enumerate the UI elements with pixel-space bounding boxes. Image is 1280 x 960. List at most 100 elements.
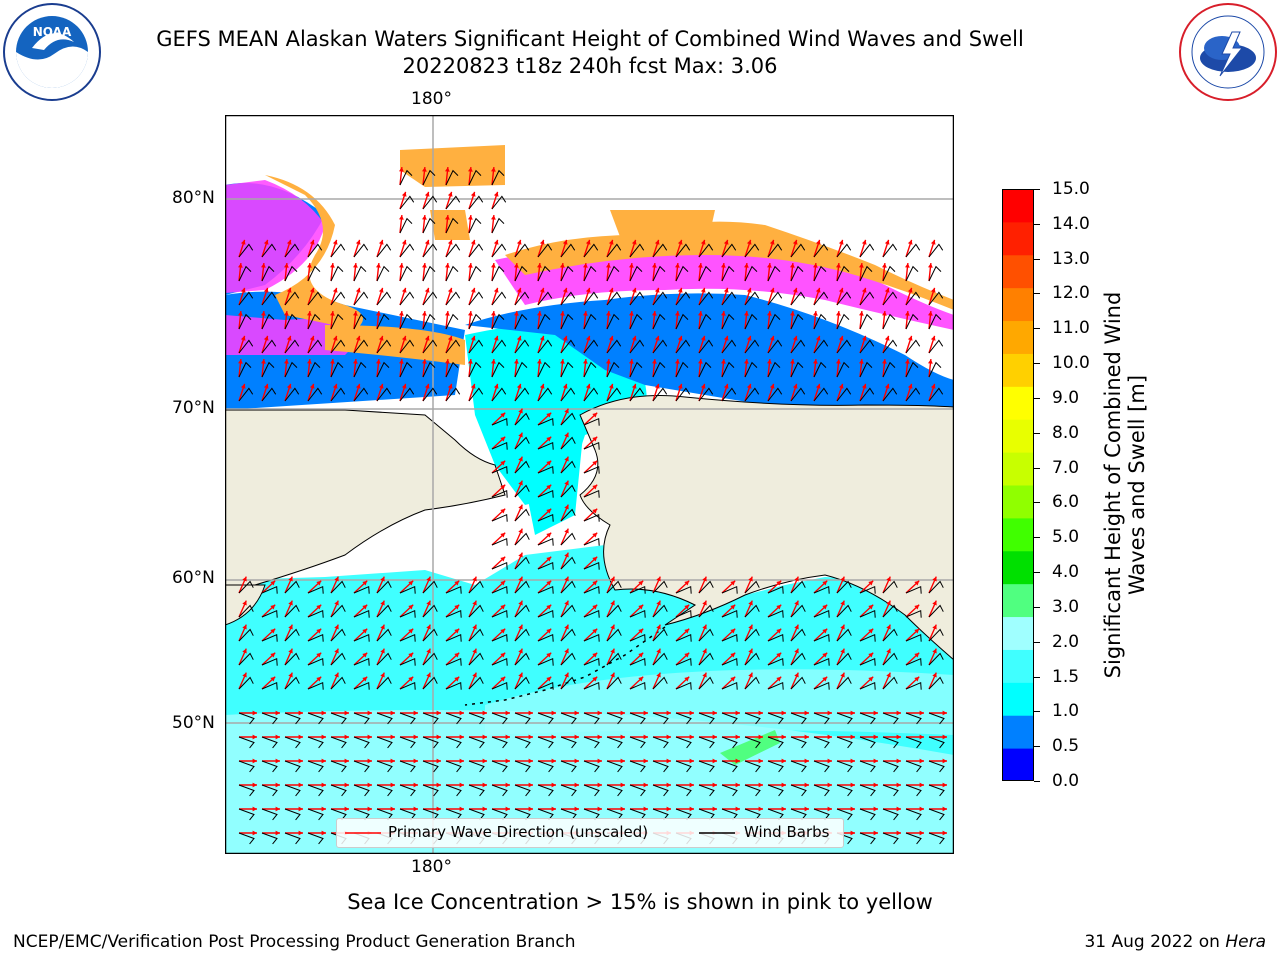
colorbar-tick-label: 1.5 — [1052, 666, 1080, 687]
wave-direction-arrowhead — [606, 359, 611, 364]
wind-barb — [675, 339, 691, 354]
wave-direction-arrowhead — [240, 383, 246, 389]
wind-barb — [744, 604, 760, 618]
wind-barb — [629, 243, 645, 258]
wave-direction-arrowhead — [597, 758, 602, 764]
wind-barb — [813, 633, 830, 642]
wave-direction-arrowhead — [263, 287, 269, 293]
wave-direction-arrowhead — [721, 359, 726, 364]
wave-direction-arrowhead — [730, 676, 736, 682]
wave-direction-arrowhead — [597, 806, 602, 812]
wave-direction-arrowhead — [454, 628, 460, 634]
wind-barb — [836, 604, 852, 618]
wave-direction-arrowhead — [518, 672, 523, 678]
wave-direction-arrowhead — [942, 830, 947, 836]
wind-barb — [859, 313, 873, 330]
wave-direction-arrowhead — [781, 710, 786, 716]
wind-barb — [813, 609, 830, 618]
wave-direction-arrowhead — [426, 576, 431, 582]
wind-barb — [767, 784, 784, 797]
wave-direction-arrowhead — [564, 552, 569, 558]
wave-direction-arrowhead — [493, 239, 499, 245]
colorbar-cell — [1002, 550, 1034, 585]
map-frame — [225, 115, 954, 854]
wave-direction-arrowhead — [840, 624, 845, 630]
wind-barb — [767, 361, 781, 378]
wind-barb — [813, 387, 829, 402]
wind-barb — [629, 609, 646, 618]
wind-barb — [284, 580, 300, 594]
wind-barb — [905, 736, 922, 749]
wave-direction-arrowhead — [447, 383, 453, 389]
wind-barb — [905, 784, 922, 797]
wind-barb — [629, 657, 646, 666]
wind-barb — [790, 339, 806, 354]
wind-barb — [606, 265, 620, 282]
wave-direction-arrowhead — [298, 806, 303, 812]
wave-direction-arrowhead — [537, 263, 542, 268]
wind-barb — [491, 633, 508, 642]
wave-direction-arrowhead — [288, 624, 293, 630]
wind-barb — [353, 339, 369, 354]
wave-direction-arrowhead — [930, 287, 936, 293]
wind-barb — [629, 313, 643, 330]
wave-direction-arrowhead — [560, 311, 565, 316]
wind-barb — [353, 633, 370, 642]
wind-barb — [790, 265, 804, 282]
wind-barb — [330, 676, 346, 690]
wave-direction-arrowhead — [505, 782, 510, 788]
wave-direction-arrowhead — [592, 460, 598, 466]
wave-direction-arrowhead — [518, 600, 523, 606]
wave-direction-arrowhead — [873, 830, 878, 836]
wind-barb — [376, 676, 392, 690]
wave-direction-arrowhead — [564, 648, 569, 654]
wind-barb — [422, 361, 436, 378]
wave-direction-arrowhead — [677, 335, 683, 341]
wave-direction-arrowhead — [275, 806, 280, 812]
wave-direction-arrowhead — [838, 335, 844, 341]
wind-barb — [238, 736, 255, 749]
wind-barb — [767, 657, 784, 666]
wave-direction-arrowhead — [884, 383, 890, 389]
wave-direction-arrowhead — [930, 335, 936, 341]
wave-direction-arrowhead — [275, 758, 280, 764]
wave-direction-arrowhead — [620, 782, 625, 788]
wave-direction-arrowhead — [905, 311, 910, 316]
wave-direction-arrowhead — [334, 600, 339, 606]
wind-barb — [859, 760, 876, 773]
wave-direction-arrowhead — [744, 263, 749, 268]
wind-barb — [399, 169, 413, 186]
wave-direction-arrowhead — [597, 782, 602, 788]
vector-field — [238, 167, 947, 845]
wave-direction-arrowhead — [592, 508, 598, 514]
wave-direction-arrowhead — [638, 652, 644, 658]
wind-barb — [284, 784, 301, 797]
wind-barb — [836, 760, 853, 773]
wave-direction-arrowhead — [482, 806, 487, 812]
wave-direction-arrowhead — [629, 263, 634, 268]
wind-barb — [744, 676, 760, 690]
wind-barb — [330, 736, 347, 749]
wind-barb — [583, 339, 599, 354]
wind-barb — [721, 387, 737, 402]
wave-direction-arrowhead — [470, 287, 476, 293]
wave-direction-arrowhead — [445, 167, 450, 172]
wind-barb — [767, 633, 784, 642]
wind-barb — [859, 832, 876, 845]
wave-direction-arrowhead — [654, 335, 660, 341]
wave-direction-arrowhead — [539, 383, 545, 389]
chart-title: GEFS MEAN Alaskan Waters Significant Hei… — [156, 27, 1024, 51]
wave-direction-arrowhead — [378, 335, 384, 341]
wave-direction-arrowhead — [447, 335, 453, 341]
wave-direction-arrowhead — [905, 263, 910, 268]
wave-direction-arrowhead — [815, 383, 821, 389]
wave-direction-arrowhead — [882, 311, 887, 316]
wave-direction-arrowhead — [445, 359, 450, 364]
wind-barb — [491, 657, 508, 666]
wave-direction-arrowhead — [355, 383, 361, 389]
wind-barb — [836, 313, 850, 330]
colorbar-tick-label: 0.5 — [1052, 736, 1080, 757]
wave-direction-arrowhead — [827, 758, 832, 764]
wind-barb — [284, 652, 300, 666]
wind-barb — [629, 681, 646, 690]
